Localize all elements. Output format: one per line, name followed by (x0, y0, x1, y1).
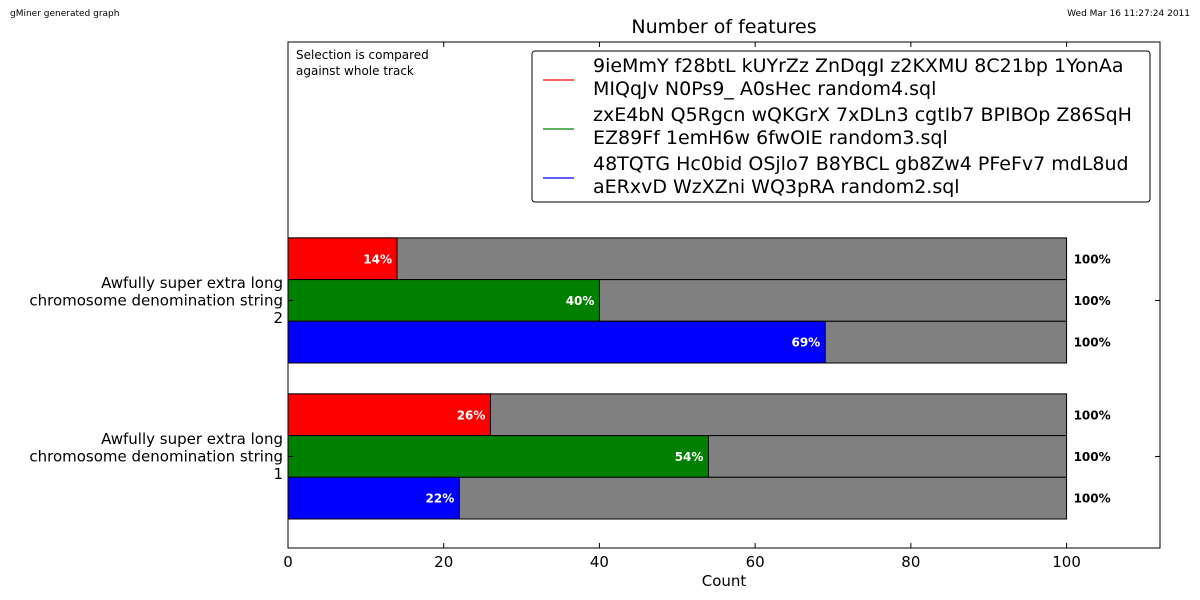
bar-total-label: 100% (1074, 336, 1111, 350)
background-bar (287, 237, 1068, 281)
bar-value-label: 14% (363, 252, 392, 266)
category-label: Awfully super extra long (101, 430, 283, 448)
bar-total-label: 100% (1074, 450, 1111, 464)
bar-value-label: 69% (791, 336, 820, 350)
data-bar (287, 435, 709, 478)
category-label: chromosome denomination string (29, 291, 283, 309)
bar-total-label: 100% (1074, 252, 1111, 266)
data-bar (287, 279, 600, 322)
x-axis-label: Count (702, 572, 747, 590)
header-right-timestamp: Wed Mar 16 11:27:24 2011 (1067, 9, 1190, 19)
bar-value-label: 22% (426, 492, 455, 506)
legend-box (531, 50, 1151, 203)
x-tick-label: 40 (590, 553, 609, 571)
bar-value-label: 26% (457, 408, 486, 422)
legend-label: 9ieMmY f28btL kUYrZz ZnDqgI z2KXMU 8C21b… (593, 55, 1123, 77)
x-tick-label: 80 (901, 553, 920, 571)
legend: 9ieMmY f28btL kUYrZz ZnDqgI z2KXMU 8C21b… (531, 50, 1151, 203)
bar-value-label: 54% (675, 450, 704, 464)
x-tick-label: 20 (434, 553, 453, 571)
note-line-1: Selection is compared (296, 48, 429, 62)
chart-title: Number of features (631, 16, 816, 38)
legend-label: 48TQTG Hc0bid OSjlo7 B8YBCL gb8Zw4 PFeFv… (593, 153, 1129, 175)
data-bar (287, 237, 398, 281)
header-left-text: gMiner generated graph (10, 9, 120, 19)
x-tick-label: 0 (283, 553, 293, 571)
category-label: Awfully super extra long (101, 274, 283, 292)
data-bar (287, 320, 826, 364)
category-label: chromosome denomination string (29, 447, 283, 465)
x-tick-label: 100 (1052, 553, 1081, 571)
bar-total-label: 100% (1074, 294, 1111, 308)
x-tick-label: 60 (746, 553, 765, 571)
legend-label: zxE4bN Q5Rgcn wQKGrX 7xDLn3 cgtIb7 BPIBO… (593, 104, 1132, 126)
legend-label: EZ89Ff 1emH6w 6fwOIE random3.sql (593, 127, 948, 149)
category-label: 1 (273, 465, 283, 483)
category-label: 2 (273, 309, 283, 327)
legend-label: aERxvD WzXZni WQ3pRA random2.sql (593, 176, 960, 198)
note-line-2: against whole track (296, 64, 414, 78)
bar-total-label: 100% (1074, 408, 1111, 422)
bar-value-label: 40% (566, 294, 595, 308)
legend-label: MIQqJv N0Ps9_ A0sHec random4.sql (593, 78, 936, 100)
data-bar (287, 476, 460, 520)
bar-total-label: 100% (1074, 492, 1111, 506)
